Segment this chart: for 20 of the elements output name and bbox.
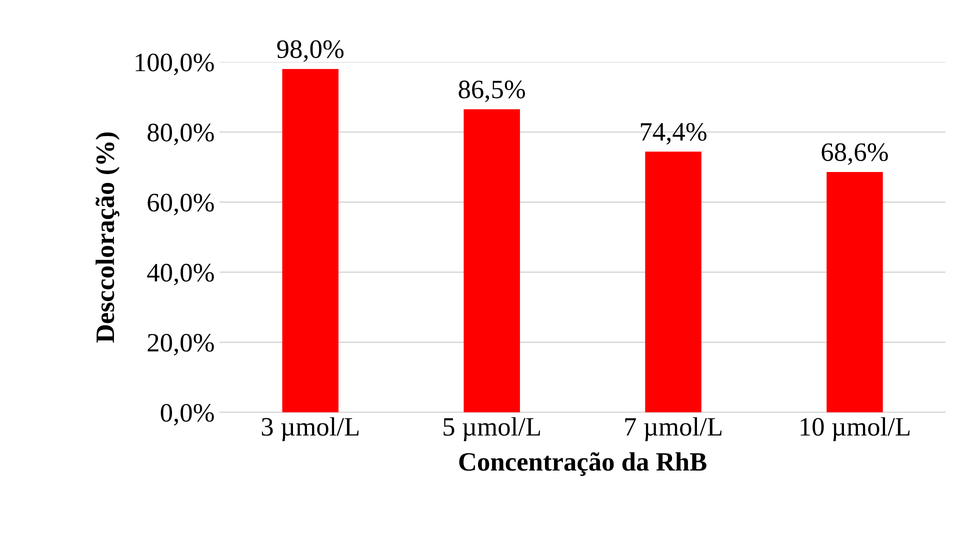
y-tick-label: 80,0% <box>148 124 214 146</box>
y-tick-label: 60,0% <box>148 194 214 216</box>
data-label: 74,4% <box>640 122 706 145</box>
y-tick-label: 0,0% <box>160 404 214 426</box>
y-tick-label: 40,0% <box>147 264 214 286</box>
x-tick-label: 3 µmol/L <box>262 417 359 442</box>
y-tick-label: 20,0% <box>148 334 214 356</box>
x-tick-label: 5 µmol/L <box>444 417 540 442</box>
data-label: 98,0% <box>277 40 344 62</box>
bar <box>464 109 520 412</box>
bar <box>282 68 338 412</box>
y-tick-label: 100,0% <box>136 54 214 76</box>
x-tick-label: 10 µmol/L <box>800 417 910 442</box>
data-label: 68,6% <box>822 143 888 165</box>
x-axis-title: Concentração da RhB <box>459 452 706 476</box>
y-axis-title: Desccoloração (%) <box>96 132 120 343</box>
bar <box>826 172 883 412</box>
x-tick-label: 7 µmol/L <box>625 417 722 442</box>
data-label: 86,5% <box>458 80 526 102</box>
bar <box>645 152 702 412</box>
